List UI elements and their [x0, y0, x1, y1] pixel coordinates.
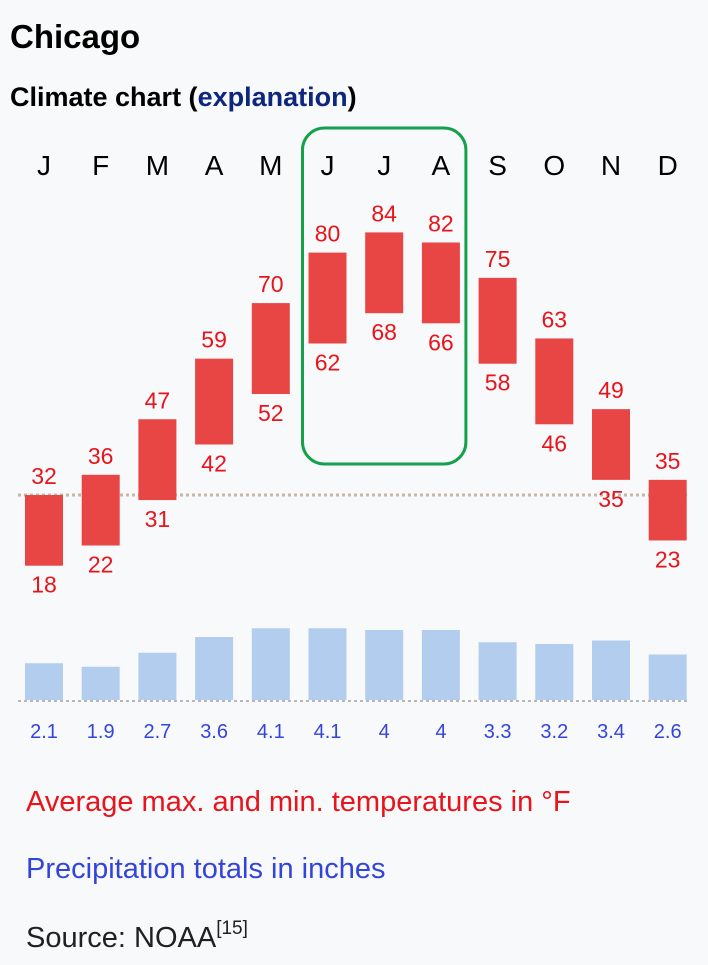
summer-highlight-box: [301, 126, 468, 466]
month-label: A: [205, 150, 224, 181]
precipitation-label: 4.1: [257, 721, 285, 743]
temperature-bar: [195, 358, 234, 445]
precipitation-bar: [81, 666, 120, 700]
subtitle-prefix: Climate chart (: [10, 82, 198, 112]
month-label: D: [658, 150, 678, 181]
precipitation-label: 2.6: [654, 721, 682, 743]
precipitation-label: 2.1: [30, 721, 58, 743]
month-label: A: [432, 150, 451, 181]
min-temperature-label: 62: [315, 350, 341, 376]
month-label: J: [37, 150, 51, 181]
min-temperature-label: 58: [485, 370, 511, 396]
min-temperature-label: 52: [258, 400, 284, 426]
precipitation-label: 3.2: [540, 721, 568, 743]
temperature-bar: [365, 232, 404, 314]
precipitation-label: 3.4: [597, 721, 625, 743]
month-label: O: [543, 150, 565, 181]
precipitation-bar: [648, 654, 687, 700]
max-temperature-label: 70: [258, 271, 284, 297]
max-temperature-label: 63: [542, 306, 568, 332]
precipitation-bar: [535, 644, 574, 700]
month-label: S: [488, 150, 507, 181]
temperature-bar: [308, 252, 347, 344]
temperature-bar: [535, 338, 574, 425]
month-label: M: [146, 150, 169, 181]
temperature-bar: [81, 474, 120, 546]
max-temperature-label: 75: [485, 246, 511, 272]
page-title: Chicago: [10, 18, 141, 55]
precipitation-label: 4.1: [314, 721, 342, 743]
precipitation-label: 3.3: [484, 721, 512, 743]
max-temperature-label: 47: [145, 387, 171, 413]
temperature-bar: [421, 242, 460, 324]
precipitation-label: 4: [435, 721, 446, 743]
precipitation-label: 4: [379, 721, 390, 743]
max-temperature-label: 80: [315, 221, 341, 247]
min-temperature-label: 31: [145, 506, 171, 532]
precipitation-bar: [195, 637, 234, 700]
min-temperature-label: 66: [428, 329, 454, 355]
precipitation-bar: [478, 642, 517, 700]
temperature-bar: [25, 495, 63, 566]
min-temperature-label: 68: [371, 319, 397, 345]
explanation-link[interactable]: explanation: [197, 82, 348, 112]
max-temperature-label: 32: [31, 463, 57, 489]
min-temperature-label: 42: [201, 451, 227, 477]
temperature-bar: [138, 419, 177, 501]
precipitation-label: 2.7: [143, 721, 171, 743]
max-temperature-label: 49: [598, 377, 624, 403]
legend-temperature: Average max. and min. temperatures in °F: [26, 786, 571, 818]
precipitation-label: 1.9: [87, 721, 115, 743]
month-label: F: [92, 150, 109, 181]
max-temperature-label: 59: [201, 327, 227, 353]
source-reference-link[interactable]: [15]: [216, 918, 248, 939]
climate-chart: J 32 18 2.1 F 36 22 1.9 M 47 31 2.7 A 59 42 3.6 M 70 52 4.1…: [18, 126, 690, 743]
max-temperature-label: 35: [655, 448, 681, 474]
chart-subtitle: Climate chart (explanation): [10, 82, 357, 113]
precipitation-bar: [308, 628, 347, 700]
legend-precipitation: Precipitation totals in inches: [26, 853, 386, 885]
precipitation-bar: [251, 628, 290, 700]
precipitation-bar: [592, 640, 630, 700]
min-temperature-label: 46: [542, 430, 568, 456]
source-text: Source: NOAA: [26, 922, 217, 954]
month-label: M: [259, 150, 282, 181]
month-label: J: [377, 150, 391, 181]
precipitation-bar: [365, 630, 404, 700]
month-label: J: [321, 150, 335, 181]
max-temperature-label: 82: [428, 211, 454, 237]
min-temperature-label: 23: [655, 546, 681, 572]
max-temperature-label: 36: [88, 443, 114, 469]
subtitle-suffix: ): [347, 82, 357, 112]
temperature-bar: [478, 277, 517, 364]
max-temperature-label: 84: [371, 200, 397, 226]
precipitation-label: 3.6: [200, 721, 228, 743]
precipitation-bar: [138, 652, 177, 700]
temperature-bar: [592, 409, 630, 480]
precipitation-bar: [25, 663, 63, 700]
min-temperature-label: 18: [31, 572, 57, 598]
min-temperature-label: 35: [598, 486, 624, 512]
temperature-bar: [251, 303, 290, 394]
min-temperature-label: 22: [88, 552, 114, 578]
month-label: N: [601, 150, 621, 181]
source-note: Source: NOAA[15]: [26, 918, 248, 955]
temperature-bar: [648, 479, 687, 541]
precipitation-bar: [421, 630, 460, 700]
